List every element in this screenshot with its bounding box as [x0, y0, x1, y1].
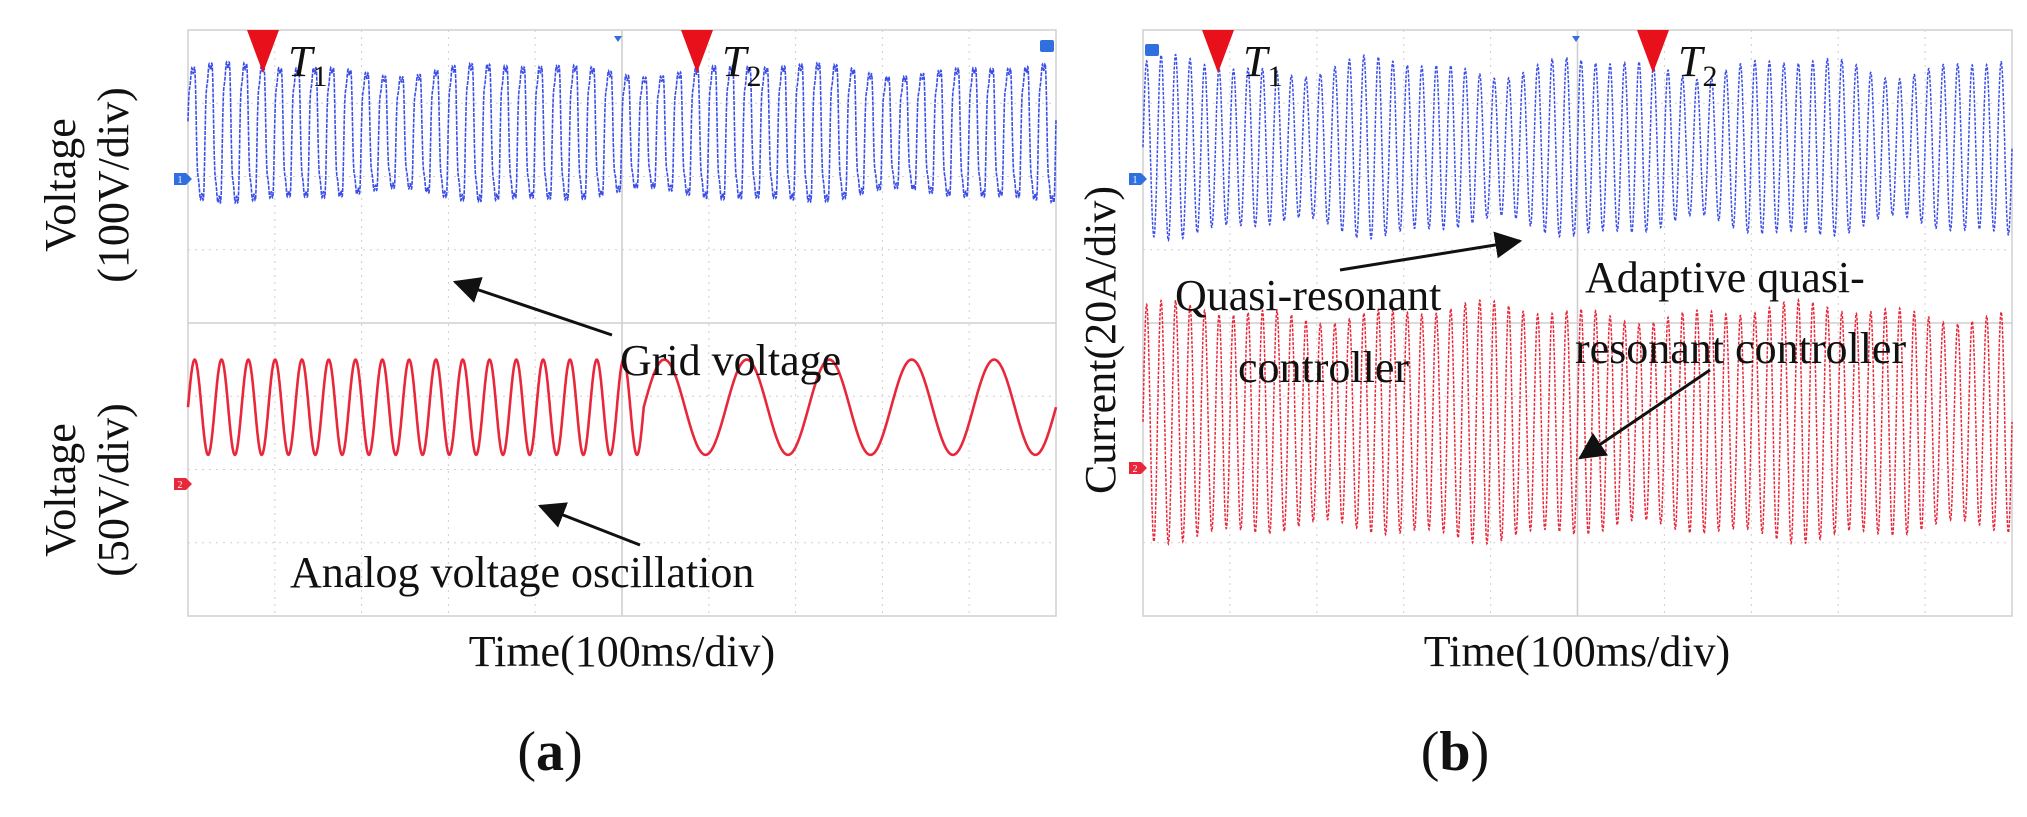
panel-b-quasi-resonant-annotation-line2: controller	[1238, 343, 1409, 392]
panel-b-quasi-resonant-arrow	[1339, 231, 1523, 272]
panel-a-marker-t1: T1	[247, 30, 327, 93]
panel-a-border	[187, 29, 1057, 617]
panel-b-quasi-resonant-annotation-line1: Quasi-resonant	[1175, 271, 1441, 320]
panel-a-grid-voltage-trace	[187, 60, 1057, 205]
panel-a-ylabel-bottom-line1: Voltage	[36, 423, 85, 557]
panel-b-adaptive-annotation-line2: resonant controller	[1575, 324, 1906, 373]
panel-a-ylabel-top-line2: (100V/div)	[89, 87, 138, 283]
panel-b-trigger-t-icon	[1145, 44, 1159, 56]
panel-a: 1 2 T1 T2 Voltage (100V/div) Voltage (5	[36, 29, 1058, 783]
panel-b-current-upper-trace	[1142, 53, 2013, 242]
panel-b-current-lower-trace	[1142, 297, 2013, 546]
panel-a-ch2-tag: 2	[174, 478, 192, 491]
panel-a-label-letter: a	[536, 721, 564, 783]
panel-a-ch1-tag: 1	[174, 173, 192, 186]
panel-a-analog-voltage-arrow	[537, 502, 641, 547]
panel-a-trigger-mark-icon	[614, 36, 622, 42]
panel-a-trigger-t-icon	[1040, 40, 1054, 52]
panel-b-ch2-tag-label: 2	[1133, 464, 1138, 475]
panel-b-adaptive-arrow	[1578, 368, 1711, 460]
panel-b-trigger-mark-icon	[1572, 36, 1580, 42]
panel-b-ch1-tag-label: 1	[1133, 175, 1138, 186]
panel-a-grid-voltage-arrow	[452, 277, 613, 337]
panel-b-marker-t1-label: T1	[1243, 37, 1282, 93]
panel-b-ch1-tag: 1	[1129, 173, 1147, 186]
panel-b-ylabel: Current(20A/div)	[1076, 186, 1125, 494]
panel-b-border	[1142, 29, 2013, 617]
panel-b-adaptive-annotation-line1: Adaptive quasi-	[1585, 253, 1865, 302]
panel-a-ylabel-top-line1: Voltage	[36, 118, 85, 252]
panel-b-ch2-tag: 2	[1129, 462, 1147, 475]
panel-a-grid-voltage-annotation: Grid voltage	[620, 336, 841, 385]
panel-a-analog-voltage-annotation: Analog voltage oscillation	[290, 548, 754, 597]
panel-b-marker-t1: T1	[1202, 30, 1282, 93]
panel-a-label: (a)	[517, 721, 582, 783]
panel-a-marker-t2: T2	[681, 30, 761, 93]
panel-b-label: (b)	[1421, 721, 1489, 783]
panel-a-ch2-tag-label: 2	[178, 480, 183, 491]
panel-b-xlabel: Time(100ms/div)	[1424, 627, 1730, 676]
panel-b-marker-t2-arrow-icon	[1637, 30, 1669, 73]
panel-a-marker-t1-arrow-icon	[247, 30, 279, 73]
panel-b: 1 2 T1 T2 Current(20A/div) Quasi-resonan…	[1076, 29, 2013, 783]
panel-a-ch1-tag-label: 1	[178, 175, 183, 186]
panel-a-analog-voltage-trace	[186, 358, 1058, 457]
panel-a-ylabel-bottom-line2: (50V/div)	[89, 403, 138, 577]
panel-a-xlabel: Time(100ms/div)	[469, 627, 775, 676]
panel-a-marker-t2-label: T2	[722, 37, 761, 93]
panel-b-marker-t1-arrow-icon	[1202, 30, 1234, 73]
panel-b-label-letter: b	[1439, 721, 1470, 783]
panel-a-marker-t1-label: T1	[288, 37, 327, 93]
panel-b-marker-t2-label: T2	[1678, 37, 1717, 93]
panel-b-marker-t2: T2	[1637, 30, 1717, 93]
panel-a-marker-t2-arrow-icon	[681, 30, 713, 73]
